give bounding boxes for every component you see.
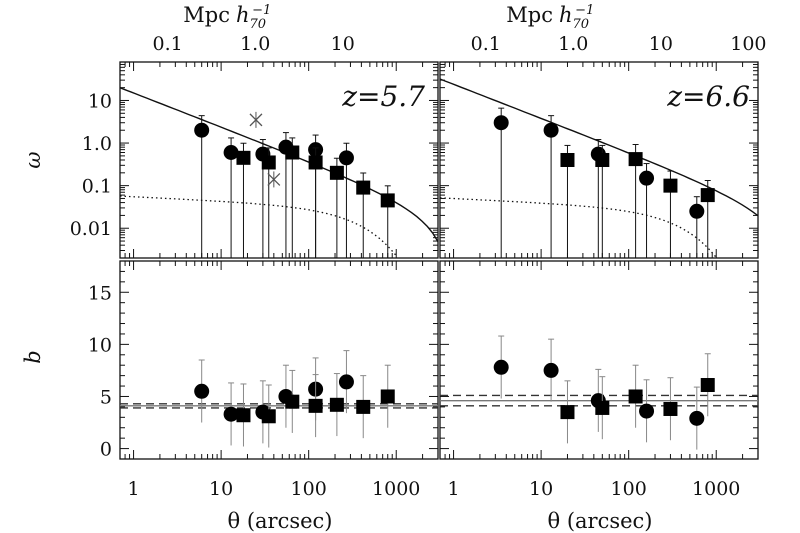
data-point-circle-omega-right [543,122,559,138]
data-point-square-omega-right [663,178,678,193]
data-point-square-bias-right [560,405,575,420]
x-tick-label-left: 1 [128,478,140,500]
data-point-square-omega-right [700,188,715,203]
data-point-square-bias-right [628,389,643,404]
data-point-square-omega-left [356,180,371,195]
y-tick-label-omega: 0.01 [70,218,112,240]
data-point-square-omega-right [595,153,610,167]
data-point-square-omega-left [236,150,251,165]
x-tick-label-right: 1 [448,478,460,500]
top-tick-label-left: 0.1 [153,33,183,55]
panel-label-z66: z=6.6 [666,80,750,113]
data-point-square-bias-left [236,408,251,423]
data-point-square-bias-left [261,409,276,424]
data-point-circle-bias-left [194,383,210,399]
y-axis-title-b: b [21,350,45,363]
x-tick-label-right: 1000 [692,478,740,500]
data-point-square-omega-right [628,152,643,167]
y-tick-label-b: 0 [100,439,112,461]
plot-layer: 10 1.0 0.1 0.01 0 5 10 15 1 10 100 1000 1 10 100 1000 0.… [70,33,767,500]
x-tick-label-left: 10 [209,478,233,500]
top-tick-label-right: 100 [730,33,766,55]
data-point-square-omega-left [261,155,276,170]
data-point-square-bias-left [329,397,344,412]
data-point-circle-omega-left [223,145,239,161]
panel-label-z57: z=5.7 [341,80,425,113]
x-axis-title-left: θ (arcsec) [228,509,333,533]
data-point-circle-omega-left [338,150,354,166]
data-point-circle-omega-right [493,115,509,131]
top-tick-label-left: 10 [331,33,355,55]
data-point-square-bias-right [700,378,715,393]
data-point-circle-bias-left [223,406,239,422]
y-tick-label-omega: 10 [88,90,112,112]
data-point-circle-bias-right [639,403,655,419]
data-point-square-omega-right [560,153,575,167]
data-point-square-omega-left [308,155,323,170]
top-tick-label-right: 1.0 [558,33,588,55]
data-point-circle-omega-right [639,170,655,186]
data-point-square-bias-left [285,394,300,409]
x-tick-label-right: 10 [529,478,553,500]
y-tick-label-b: 5 [100,386,112,408]
data-point-square-omega-left [329,165,344,180]
data-point-circle-bias-left [338,374,354,390]
data-point-square-bias-left [380,389,395,404]
data-point-square-bias-left [356,399,371,414]
y-tick-label-b: 15 [88,282,112,304]
frame-bias-left [119,260,439,460]
data-point-square-omega-left [380,193,395,208]
top-axis-title-left: Mpc [183,3,230,27]
data-point-circle-omega-left [194,122,210,138]
y-tick-label-omega: 0.1 [82,176,112,198]
y-tick-label-b: 10 [88,334,112,356]
top-tick-label-left: 1.0 [240,33,270,55]
frame-bias-right [439,260,759,460]
data-point-square-bias-right [663,401,678,416]
data-point-circle-bias-right [689,410,705,426]
data-point-circle-omega-right [689,203,705,219]
data-point-square-omega-left [285,145,300,160]
dm-line-omega-right [440,197,717,258]
y-tick-label-omega: 1.0 [82,133,112,155]
top-axis-unit-left: h70−1 [236,3,271,32]
top-axis-title-right: Mpc [506,3,553,27]
x-tick-label-left: 100 [291,478,327,500]
y-axis-title-omega: ω [21,151,45,168]
x-axis-title-right: θ (arcsec) [548,509,653,533]
fit-line-omega-right [440,78,758,217]
top-axis-unit-right: h70−1 [559,3,594,32]
x-tick-label-right: 100 [611,478,647,500]
data-point-circle-bias-right [493,359,509,375]
top-tick-label-right: 0.1 [471,33,501,55]
data-point-square-bias-left [308,398,323,413]
data-point-square-bias-right [595,400,610,415]
top-tick-label-right: 10 [649,33,673,55]
data-point-circle-bias-right [543,362,559,378]
x-tick-label-left: 1000 [372,478,420,500]
